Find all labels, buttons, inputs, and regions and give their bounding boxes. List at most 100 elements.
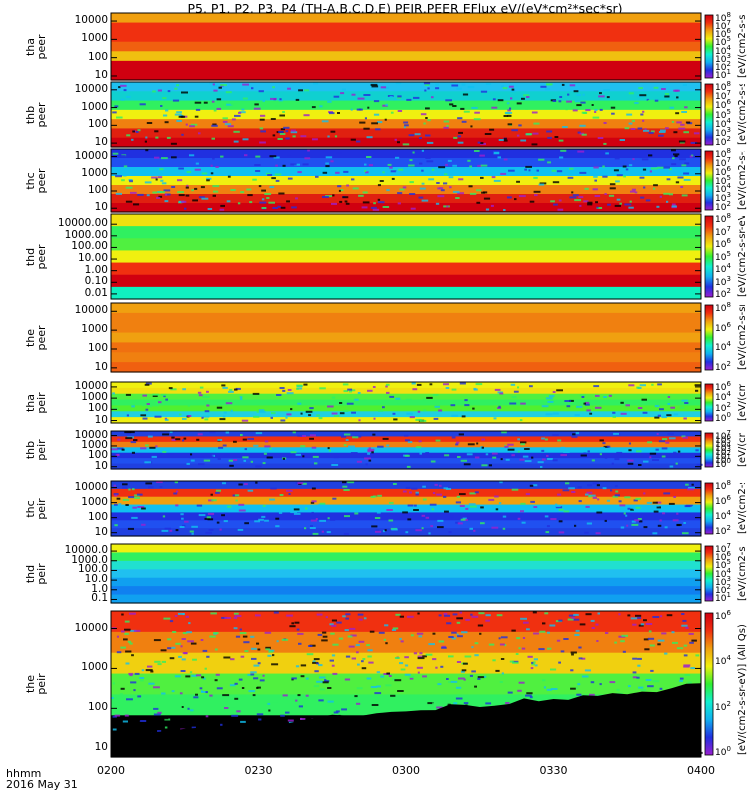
heatmap-cell — [132, 130, 136, 133]
heatmap-cell — [423, 409, 427, 412]
heatmap-cell — [148, 682, 155, 685]
heatmap-cell — [443, 495, 447, 498]
heatmap-cell — [591, 104, 594, 106]
heatmap-cell — [147, 435, 153, 438]
heatmap-cell — [384, 529, 387, 532]
heatmap-cell — [531, 456, 534, 459]
heatmap-cell — [612, 495, 619, 498]
heatmap-cell — [311, 487, 316, 490]
heatmap-band — [111, 226, 701, 239]
heatmap-band — [111, 13, 701, 24]
heatmap-cell — [632, 676, 637, 679]
panel-frame — [110, 81, 702, 148]
heatmap-cell — [432, 658, 437, 661]
heatmap-band — [111, 496, 701, 506]
heatmap-cell — [550, 200, 555, 203]
colorbar-tick-label: 104 — [715, 116, 731, 130]
heatmap-cell — [196, 504, 203, 507]
heatmap-cell — [252, 392, 260, 395]
heatmap-cell — [182, 388, 186, 391]
heatmap-cell — [164, 717, 169, 720]
heatmap-cell — [220, 155, 224, 158]
heatmap-band — [111, 399, 701, 407]
y-tick-label: 10000 — [74, 149, 108, 162]
heatmap-cell — [270, 97, 277, 100]
instrument-label: peir — [35, 439, 48, 461]
heatmap-cell — [648, 131, 654, 134]
heatmap-cell — [470, 613, 473, 616]
heatmap-cell — [339, 412, 345, 415]
heatmap-cell — [201, 172, 208, 175]
heatmap-cell — [179, 526, 185, 528]
heatmap-band — [111, 60, 701, 72]
heatmap-cell — [410, 207, 416, 210]
heatmap-cell — [331, 664, 335, 667]
heatmap-cell — [231, 714, 239, 717]
heatmap-cell — [656, 102, 659, 105]
heatmap-cell — [430, 460, 436, 463]
heatmap-cell — [600, 507, 605, 510]
heatmap-cell — [161, 692, 166, 695]
heatmap-cell — [371, 85, 379, 88]
heatmap-cell — [358, 108, 362, 111]
heatmap-cell — [176, 490, 179, 493]
heatmap-cell — [391, 629, 397, 631]
heatmap-cell — [614, 204, 621, 207]
heatmap-cell — [511, 629, 516, 632]
heatmap-cell — [681, 435, 686, 438]
heatmap-cell — [169, 620, 174, 623]
heatmap-cell — [490, 204, 494, 207]
heatmap-cell — [305, 507, 308, 510]
heatmap-cell — [657, 166, 665, 169]
heatmap-cell — [591, 459, 595, 462]
heatmap-cell — [534, 664, 538, 667]
heatmap-cell — [191, 674, 197, 677]
heatmap-cell — [290, 129, 296, 132]
heatmap-cell — [125, 393, 131, 396]
y-tick-label: 1000.0 — [71, 553, 108, 566]
colorbar-tick-label: 108 — [715, 80, 731, 93]
heatmap-cell — [584, 531, 589, 534]
heatmap-cell — [456, 87, 462, 90]
heatmap-cell — [363, 127, 370, 130]
heatmap-cell — [637, 407, 643, 409]
heatmap-cell — [685, 483, 689, 486]
heatmap-cell — [676, 96, 679, 99]
heatmap-cell — [533, 190, 541, 193]
y-tick-label: 100 — [87, 701, 108, 714]
heatmap-cell — [342, 615, 346, 618]
heatmap-cell — [246, 188, 252, 191]
heatmap-cell — [544, 612, 549, 615]
heatmap-cell — [165, 398, 168, 401]
heatmap-cell — [546, 454, 549, 457]
heatmap-cell — [182, 652, 188, 655]
heatmap-cell — [383, 638, 386, 641]
heatmap-cell — [444, 510, 449, 513]
heatmap-cell — [358, 640, 365, 643]
heatmap-cell — [431, 96, 434, 99]
heatmap-cell — [221, 384, 226, 387]
heatmap-cell — [265, 648, 270, 651]
heatmap-cell — [388, 675, 392, 677]
heatmap-cell — [426, 141, 434, 144]
heatmap-cell — [250, 647, 257, 650]
heatmap-cell — [327, 687, 332, 689]
heatmap-cell — [681, 164, 687, 167]
heatmap-cell — [693, 132, 700, 135]
heatmap-cell — [331, 412, 338, 415]
heatmap-cell — [181, 706, 184, 708]
heatmap-cell — [161, 157, 168, 160]
heatmap-cell — [210, 612, 217, 615]
heatmap-cell — [596, 511, 603, 514]
heatmap-cell — [629, 200, 632, 203]
heatmap-cell — [419, 452, 422, 455]
heatmap-cell — [485, 619, 490, 622]
heatmap-cell — [599, 108, 603, 111]
heatmap-cell — [124, 628, 131, 631]
heatmap-cell — [350, 108, 353, 111]
heatmap-cell — [666, 178, 671, 181]
y-tick-label: 10.00 — [77, 252, 108, 265]
heatmap-cell — [134, 494, 140, 497]
heatmap-cell — [525, 107, 529, 110]
heatmap-cell — [229, 389, 233, 391]
